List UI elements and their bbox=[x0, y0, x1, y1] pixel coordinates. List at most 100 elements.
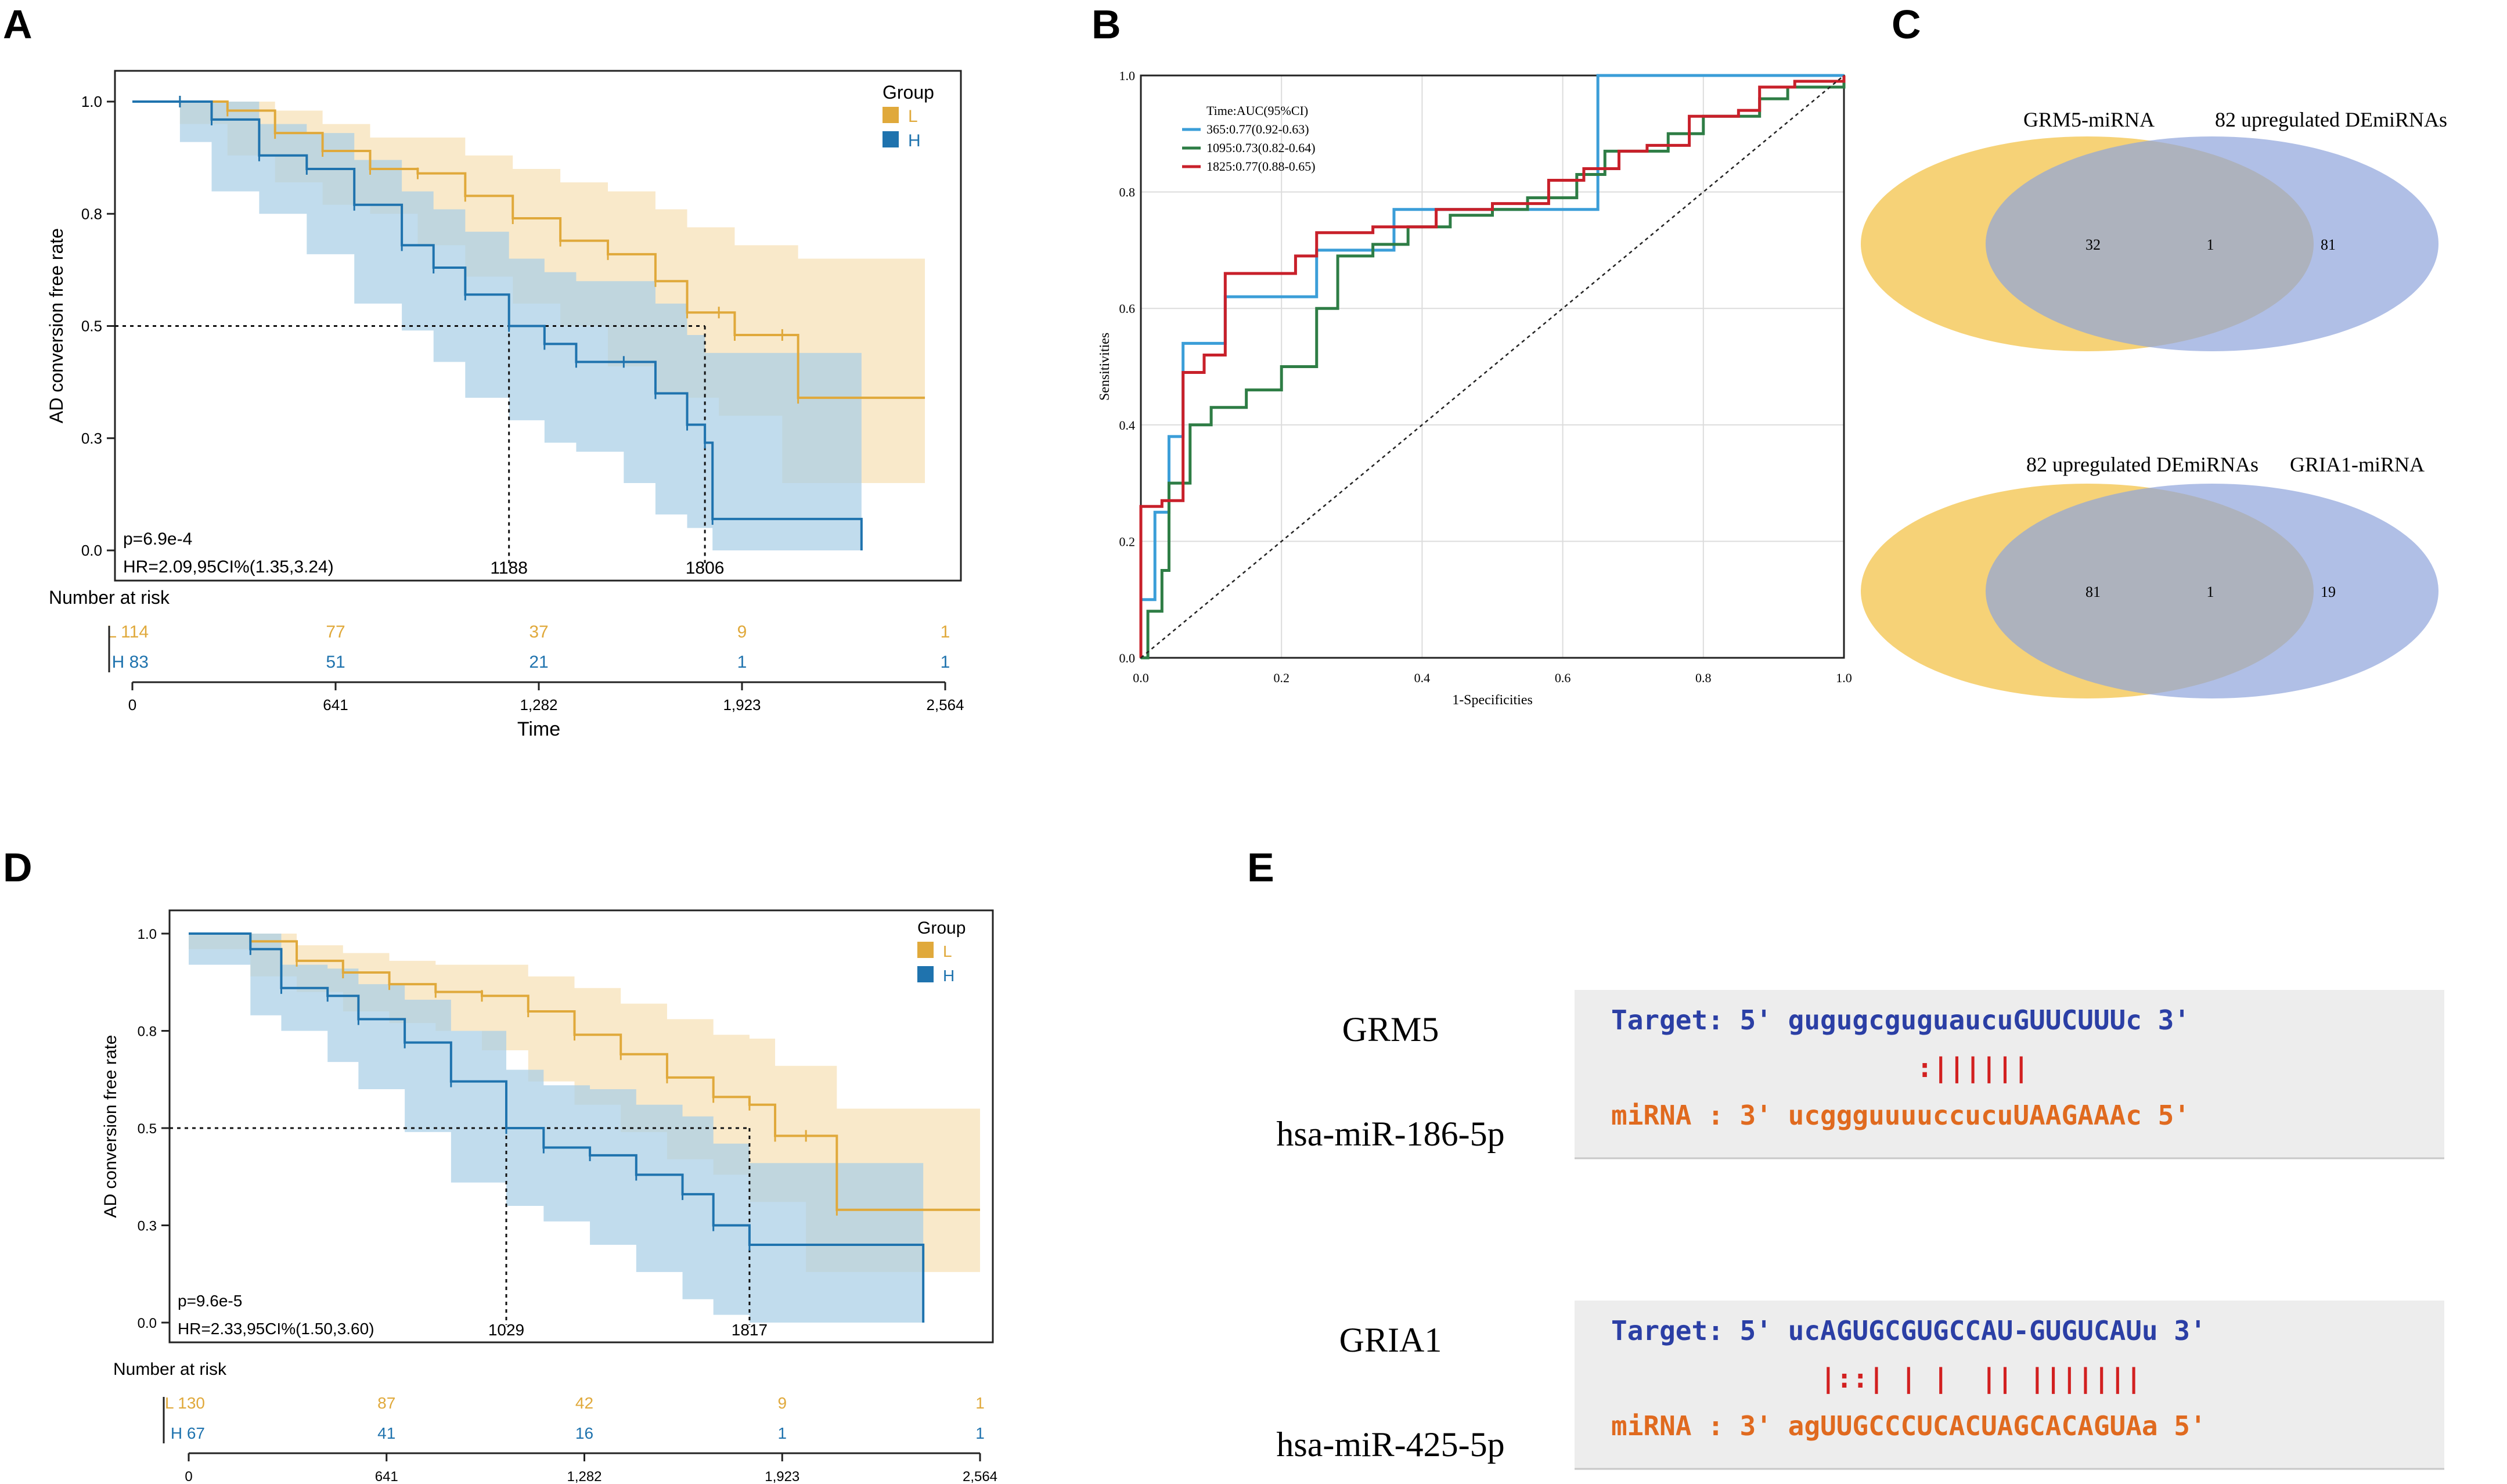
y-tick-label: 0.8 bbox=[1119, 185, 1136, 200]
km-curve-h bbox=[132, 100, 863, 550]
roc-plot-b: 0.0 0.0 0.2 0.2 0.4 0.4 0.6 0.6 0.8 0.8 1.0 1.0 Time… bbox=[1097, 69, 1852, 708]
plot-frame bbox=[168, 909, 994, 1343]
legend-swatch-l bbox=[883, 107, 899, 123]
legend-entry: H bbox=[943, 967, 954, 985]
x-axis-label: 1-Specificities bbox=[1452, 693, 1533, 708]
venn-diagrams-c: GRM5-miRNA 82 upregulated DEmiRNAs 32 1 81 82… bbox=[1861, 108, 2447, 698]
y-tick-label: 0.0 bbox=[138, 1316, 157, 1331]
mirna-name: hsa-miR-186-5p bbox=[1276, 1115, 1504, 1153]
p-value: p=6.9e-4 bbox=[123, 530, 192, 549]
risk-count-h: 1 bbox=[941, 653, 950, 672]
mirna-name: hsa-miR-425-5p bbox=[1276, 1425, 1504, 1464]
risk-count-l: 1 bbox=[975, 1394, 985, 1412]
roc-curve-1825 bbox=[1139, 75, 1846, 658]
risk-title: Number at risk bbox=[49, 587, 170, 608]
y-tick-label: 0.2 bbox=[1119, 534, 1136, 549]
y-tick-label: 0.3 bbox=[81, 430, 102, 447]
panel-label-a: A bbox=[3, 2, 33, 47]
y-tick-label: 1.0 bbox=[1119, 69, 1136, 83]
x-tick-label: 2,564 bbox=[926, 696, 964, 714]
y-tick-label: 0.5 bbox=[138, 1121, 157, 1137]
venn-right-count: 19 bbox=[2321, 583, 2336, 600]
risk-count-h: 51 bbox=[326, 653, 345, 672]
legend-swatch-l bbox=[917, 942, 934, 958]
gene-name: GRM5 bbox=[1342, 1010, 1439, 1049]
x-tick-label: 0.6 bbox=[1555, 671, 1571, 685]
legend-entry: H bbox=[908, 131, 921, 150]
legend-entry: 1095:0.73(0.82-0.64) bbox=[1206, 141, 1316, 155]
venn-right-label: 82 upregulated DEmiRNAs bbox=[2215, 108, 2447, 131]
y-axis-label: AD conversion free rate bbox=[101, 1035, 120, 1218]
hazard-ratio: HR=2.33,95CI%(1.50,3.60) bbox=[178, 1320, 374, 1338]
legend-title: Group bbox=[883, 82, 934, 103]
venn-right-set bbox=[1986, 484, 2438, 698]
y-tick-label: 0.6 bbox=[1119, 301, 1136, 316]
hazard-ratio: HR=2.09,95CI%(1.35,3.24) bbox=[123, 557, 334, 577]
alignment-box bbox=[1575, 990, 2444, 1158]
x-tick-label: 0 bbox=[185, 1469, 192, 1484]
x-tick-label: 0 bbox=[128, 696, 136, 714]
risk-title: Number at risk bbox=[113, 1360, 227, 1379]
risk-count-h: H 67 bbox=[171, 1424, 205, 1442]
plot-frame bbox=[1140, 74, 1845, 659]
roc-curve-1095 bbox=[1141, 75, 1846, 660]
x-tick-label: 641 bbox=[375, 1469, 398, 1484]
x-axis-label: Time bbox=[517, 718, 560, 740]
mirna-sequence: miRNA : 3' agUUGCCCUCACUAGCACAGUAa 5' bbox=[1611, 1410, 2206, 1442]
risk-count-h: 41 bbox=[377, 1424, 395, 1442]
legend-swatch-h bbox=[883, 131, 899, 147]
venn-overlap-count: 1 bbox=[2207, 583, 2214, 600]
x-tick-label: 1,923 bbox=[765, 1469, 799, 1484]
y-axis-label: AD conversion free rate bbox=[46, 228, 67, 423]
x-tick-label: 641 bbox=[323, 696, 348, 714]
alignment-panel-e: GRM5 hsa-miR-186-5p Target: 5' gugugcgugua… bbox=[1276, 990, 2444, 1470]
ci-band-h bbox=[132, 102, 862, 550]
y-tick-label: 0.8 bbox=[81, 205, 102, 222]
risk-count-h: 16 bbox=[575, 1424, 593, 1442]
match-line: :|||||| bbox=[1611, 1052, 2029, 1084]
risk-count-l: 87 bbox=[377, 1394, 395, 1412]
panel-label-b: B bbox=[1092, 2, 1121, 47]
risk-count-h: 1 bbox=[975, 1424, 985, 1442]
risk-count-l: L 130 bbox=[165, 1394, 205, 1412]
alignment-box bbox=[1575, 1301, 2444, 1469]
target-sequence: Target: 5' ucAGUGCGUGCCAU-GUGUCAUu 3' bbox=[1611, 1315, 2206, 1346]
roc-curve-365 bbox=[1139, 74, 1844, 658]
legend-entry: L bbox=[943, 942, 952, 960]
venn-left-label: 82 upregulated DEmiRNAs bbox=[2026, 453, 2259, 476]
y-tick-label: 0.8 bbox=[138, 1024, 157, 1040]
y-tick-label: 0.0 bbox=[1119, 651, 1136, 665]
km-plot-d: 1029 1817 1.0 0.8 0.5 0.3 0.0 AD conversion fre… bbox=[101, 909, 997, 1484]
legend-entry: L bbox=[908, 107, 918, 126]
y-tick-label: 0.3 bbox=[138, 1219, 157, 1234]
x-tick-label: 0.0 bbox=[1133, 671, 1149, 685]
x-tick-label: 1,282 bbox=[520, 696, 557, 714]
y-axis-label: Sensitivities bbox=[1097, 333, 1112, 401]
legend-swatch-h bbox=[917, 966, 934, 982]
y-tick-label: 1.0 bbox=[81, 93, 102, 110]
target-sequence: Target: 5' gugugcguguaucuGUUCUUUc 3' bbox=[1611, 1004, 2190, 1036]
x-tick-label: 0.2 bbox=[1273, 671, 1289, 685]
median-time-label: 1188 bbox=[490, 559, 528, 578]
km-curve-l bbox=[189, 932, 980, 1211]
risk-count-l: 9 bbox=[737, 622, 747, 642]
x-tick-label: 2,564 bbox=[963, 1469, 997, 1484]
x-tick-label: 1,282 bbox=[567, 1469, 601, 1484]
risk-count-h: 1 bbox=[737, 653, 747, 672]
y-tick-label: 1.0 bbox=[138, 927, 157, 942]
y-tick-label: 0.4 bbox=[1119, 418, 1136, 433]
panel-label-d: D bbox=[3, 845, 33, 890]
match-line: |::| | | || ||||||| bbox=[1611, 1363, 2142, 1395]
risk-count-l: L 114 bbox=[107, 622, 149, 642]
median-time-label: 1806 bbox=[686, 559, 725, 578]
panel-label-c: C bbox=[1892, 2, 1921, 47]
x-tick-label: 0.8 bbox=[1695, 671, 1712, 685]
venn-left-label: GRM5-miRNA bbox=[2023, 108, 2155, 131]
risk-count-l: 42 bbox=[575, 1394, 593, 1412]
risk-count-h: H 83 bbox=[112, 653, 149, 672]
legend-title: Group bbox=[917, 919, 966, 938]
median-time-label: 1817 bbox=[732, 1321, 768, 1339]
risk-count-l: 9 bbox=[777, 1394, 787, 1412]
risk-count-l: 77 bbox=[326, 622, 345, 642]
risk-count-h: 1 bbox=[777, 1424, 787, 1442]
